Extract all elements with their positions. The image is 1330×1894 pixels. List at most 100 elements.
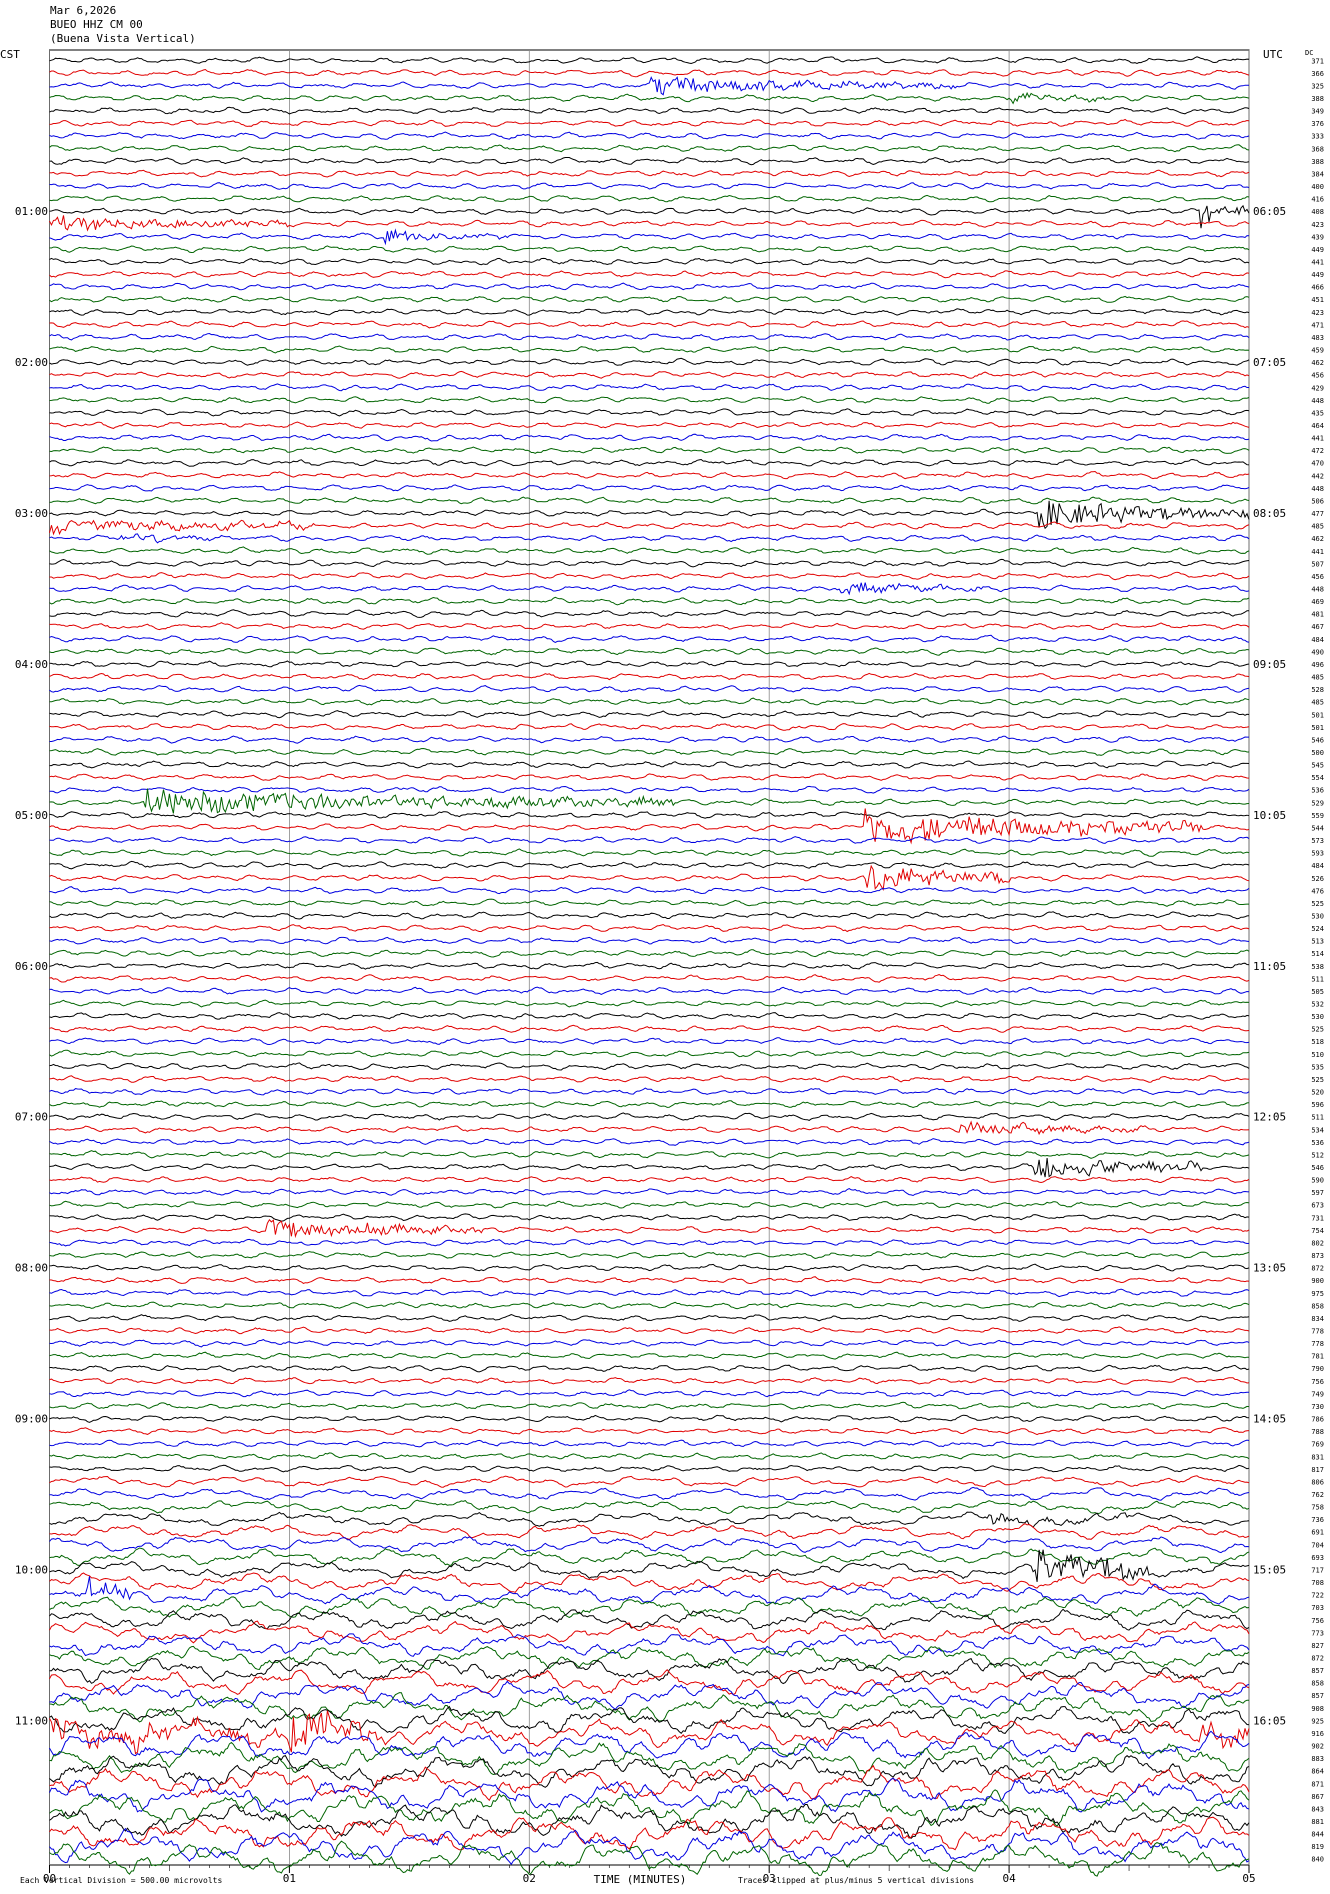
dc-value: 384 [1311, 170, 1324, 178]
dc-value: 467 [1311, 623, 1324, 631]
dc-value: 514 [1311, 950, 1324, 958]
dc-value: 448 [1311, 397, 1324, 405]
trace [49, 949, 1250, 958]
x-tick-label: 04 [1002, 1872, 1016, 1885]
dc-value: 691 [1311, 1529, 1324, 1537]
scale-note: Each Vertical Division = 500.00 microvol… [20, 1876, 222, 1885]
trace [49, 1608, 1250, 1631]
trace [49, 1840, 1250, 1877]
x-tick-label: 02 [523, 1872, 536, 1885]
dc-value: 754 [1311, 1227, 1324, 1235]
trace [49, 1288, 1250, 1298]
trace [49, 1150, 1250, 1159]
trace [49, 1547, 1250, 1567]
dc-value: 490 [1311, 648, 1324, 656]
trace [49, 215, 1250, 232]
dc-value: 501 [1311, 711, 1324, 719]
trace [49, 1680, 1250, 1711]
dc-value: 448 [1311, 485, 1324, 493]
trace [49, 999, 1250, 1008]
trace [49, 609, 1250, 618]
dc-value: 481 [1311, 611, 1324, 619]
trace [49, 1087, 1250, 1096]
dc-value: 416 [1311, 196, 1324, 204]
dc-value: 388 [1311, 158, 1324, 166]
dc-value: 908 [1311, 1705, 1324, 1713]
dc-value: 873 [1311, 1252, 1324, 1260]
dc-value: 511 [1311, 975, 1324, 983]
dc-value: 769 [1311, 1441, 1324, 1449]
trace [49, 986, 1250, 995]
dc-value: 513 [1311, 938, 1324, 946]
trace [49, 923, 1250, 933]
dc-value: 485 [1311, 674, 1324, 682]
dc-value: 507 [1311, 560, 1324, 568]
x-tick-label: 01 [283, 1872, 296, 1885]
hour-label-right: 06:05 [1253, 205, 1286, 218]
trace [49, 1620, 1250, 1644]
dc-value: 534 [1311, 1126, 1324, 1134]
trace [49, 533, 1250, 544]
dc-value: 831 [1311, 1453, 1324, 1461]
dc-value: 817 [1311, 1466, 1324, 1474]
dc-value: 802 [1311, 1239, 1324, 1247]
trace [49, 68, 1250, 78]
dc-value: 400 [1311, 183, 1324, 191]
trace [49, 76, 1249, 96]
trace [49, 596, 1250, 606]
hour-label-left: 11:00 [15, 1714, 48, 1727]
dc-value: 449 [1311, 246, 1324, 254]
dc-value: 559 [1311, 812, 1324, 820]
trace [49, 1049, 1250, 1058]
dc-value: 451 [1311, 296, 1324, 304]
dc-header: DC [1305, 49, 1313, 57]
dc-value: 843 [1311, 1805, 1324, 1813]
dc-value: 731 [1311, 1214, 1324, 1222]
trace [49, 496, 1250, 505]
trace [49, 1576, 1250, 1605]
dc-value: 758 [1311, 1504, 1324, 1512]
hour-label-right: 15:05 [1253, 1563, 1286, 1576]
trace [49, 1238, 1250, 1247]
dc-value: 545 [1311, 762, 1324, 770]
dc-value: 778 [1311, 1340, 1324, 1348]
trace [49, 245, 1250, 254]
trace [49, 1062, 1250, 1071]
trace [49, 1364, 1250, 1373]
dc-value: 506 [1311, 497, 1324, 505]
trace [49, 710, 1250, 719]
dc-value: 871 [1311, 1780, 1324, 1788]
trace [49, 1523, 1250, 1541]
trace [49, 1112, 1250, 1121]
dc-value: 483 [1311, 334, 1324, 342]
dc-value: 485 [1311, 523, 1324, 531]
trace [49, 1764, 1250, 1802]
dc-value: 376 [1311, 120, 1324, 128]
dc-value: 778 [1311, 1328, 1324, 1336]
trace [49, 1339, 1250, 1348]
trace [49, 1351, 1249, 1360]
trace [49, 408, 1250, 417]
hour-label-right: 11:05 [1253, 960, 1286, 973]
dc-value: 325 [1311, 82, 1324, 90]
trace [49, 1633, 1250, 1657]
dc-value: 423 [1311, 221, 1324, 229]
trace [49, 118, 1250, 127]
trace [49, 1511, 1250, 1528]
dc-value: 484 [1311, 862, 1324, 870]
dc-value: 496 [1311, 661, 1324, 669]
dc-value: 704 [1311, 1541, 1324, 1549]
trace [49, 1138, 1250, 1146]
dc-value: 526 [1311, 875, 1324, 883]
dc-value: 975 [1311, 1290, 1324, 1298]
trace [49, 1218, 1250, 1239]
dc-value: 512 [1311, 1151, 1324, 1159]
dc-value: 840 [1311, 1856, 1324, 1864]
trace [49, 684, 1250, 693]
dc-value: 349 [1311, 108, 1324, 116]
dc-value: 554 [1311, 774, 1324, 782]
trace [49, 660, 1250, 668]
trace [49, 56, 1250, 65]
trace [49, 860, 1250, 870]
dc-value: 536 [1311, 787, 1324, 795]
